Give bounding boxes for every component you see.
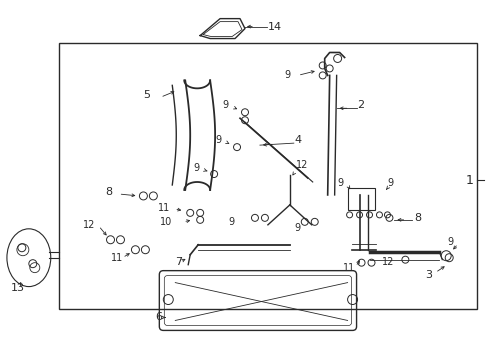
Text: 5: 5	[143, 90, 150, 100]
Text: 9: 9	[285, 71, 290, 80]
Text: 11: 11	[342, 263, 354, 273]
Text: 14: 14	[267, 22, 282, 32]
Text: 13: 13	[11, 283, 25, 293]
Text: 10: 10	[160, 217, 172, 227]
Text: 9: 9	[222, 100, 228, 110]
Text: 9: 9	[215, 135, 221, 145]
Text: 12: 12	[82, 220, 95, 230]
Text: 11: 11	[158, 203, 170, 213]
Text: 9: 9	[193, 163, 199, 173]
Text: 9: 9	[447, 237, 452, 247]
Text: 3: 3	[425, 270, 431, 280]
Bar	[347, 188, 375, 210]
Text: 9: 9	[227, 217, 234, 227]
Text: 9: 9	[294, 223, 300, 233]
Text: 12: 12	[295, 160, 307, 170]
Text: 11: 11	[110, 253, 122, 263]
Text: 4: 4	[294, 135, 301, 145]
Text: 8: 8	[105, 187, 112, 197]
Text: 9: 9	[337, 178, 343, 188]
Text: 1: 1	[464, 174, 472, 186]
Bar	[59, 42, 476, 310]
Text: 6: 6	[155, 312, 162, 323]
Text: 8: 8	[413, 213, 421, 223]
Text: 9: 9	[386, 178, 393, 188]
Text: 7: 7	[175, 257, 182, 267]
Text: 12: 12	[381, 257, 393, 267]
Text: 2: 2	[357, 100, 364, 110]
